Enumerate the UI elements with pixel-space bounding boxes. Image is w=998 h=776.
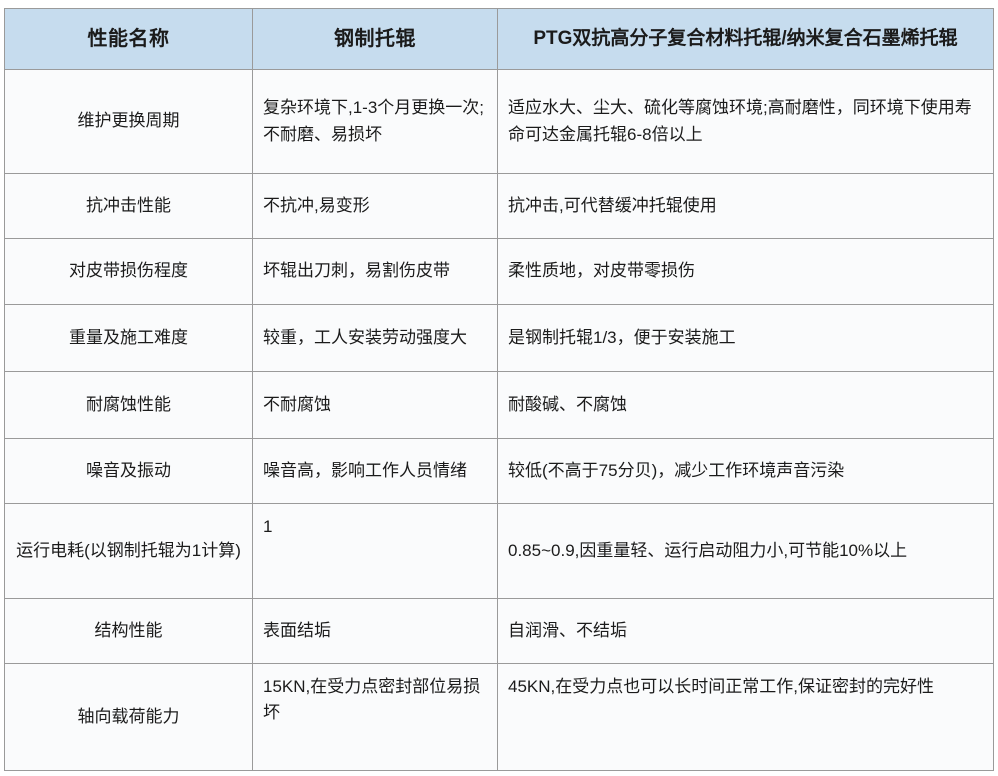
row-label-structural-performance: 结构性能: [4, 598, 253, 664]
cell-steel-structural-performance: 表面结垢: [252, 598, 498, 664]
cell-steel-weight-installation: 较重，工人安装劳动强度大: [252, 304, 498, 372]
table-row: 抗冲击性能 不抗冲,易变形 抗冲击,可代替缓冲托辊使用: [4, 173, 994, 239]
cell-ptg-structural-performance: 自润滑、不结垢: [497, 598, 994, 664]
row-label-maintenance-cycle: 维护更换周期: [4, 69, 253, 174]
cell-ptg-power-consumption: 0.85~0.9,因重量轻、运行启动阻力小,可节能10%以上: [497, 503, 994, 599]
cell-steel-power-consumption: 1: [252, 503, 498, 599]
row-label-power-consumption: 运行电耗(以钢制托辊为1计算): [4, 503, 253, 599]
table-header: 性能名称 钢制托辊 PTG双抗高分子复合材料托辊/纳米复合石墨烯托辊: [4, 8, 994, 70]
cell-steel-impact-resistance: 不抗冲,易变形: [252, 173, 498, 239]
table-header-row: 性能名称 钢制托辊 PTG双抗高分子复合材料托辊/纳米复合石墨烯托辊: [4, 8, 994, 70]
cell-steel-belt-damage: 坏辊出刀刺，易割伤皮带: [252, 238, 498, 305]
cell-ptg-belt-damage: 柔性质地，对皮带零损伤: [497, 238, 994, 305]
table-row: 运行电耗(以钢制托辊为1计算) 1 0.85~0.9,因重量轻、运行启动阻力小,…: [4, 503, 994, 599]
table-row: 对皮带损伤程度 坏辊出刀刺，易割伤皮带 柔性质地，对皮带零损伤: [4, 238, 994, 305]
row-label-noise-vibration: 噪音及振动: [4, 438, 253, 504]
row-label-belt-damage: 对皮带损伤程度: [4, 238, 253, 305]
cell-ptg-maintenance-cycle: 适应水大、尘大、硫化等腐蚀环境;高耐磨性，同环境下使用寿命可达金属托辊6-8倍以…: [497, 69, 994, 174]
column-header-property-name: 性能名称: [4, 8, 253, 70]
column-header-steel-roller: 钢制托辊: [252, 8, 498, 70]
table-row: 结构性能 表面结垢 自润滑、不结垢: [4, 598, 994, 664]
table-row: 噪音及振动 噪音高，影响工作人员情绪 较低(不高于75分贝)，减少工作环境声音污…: [4, 438, 994, 504]
row-label-axial-load-capacity: 轴向载荷能力: [4, 663, 253, 771]
cell-steel-axial-load-capacity: 15KN,在受力点密封部位易损坏: [252, 663, 498, 771]
cell-ptg-noise-vibration: 较低(不高于75分贝)，减少工作环境声音污染: [497, 438, 994, 504]
cell-steel-maintenance-cycle: 复杂环境下,1-3个月更换一次;不耐磨、易损坏: [252, 69, 498, 174]
row-label-weight-installation: 重量及施工难度: [4, 304, 253, 372]
table-row: 重量及施工难度 较重，工人安装劳动强度大 是钢制托辊1/3，便于安装施工: [4, 304, 994, 372]
column-header-ptg-roller: PTG双抗高分子复合材料托辊/纳米复合石墨烯托辊: [497, 8, 994, 70]
cell-ptg-impact-resistance: 抗冲击,可代替缓冲托辊使用: [497, 173, 994, 239]
row-label-corrosion-resistance: 耐腐蚀性能: [4, 371, 253, 439]
table-row: 维护更换周期 复杂环境下,1-3个月更换一次;不耐磨、易损坏 适应水大、尘大、硫…: [4, 69, 994, 174]
cell-steel-noise-vibration: 噪音高，影响工作人员情绪: [252, 438, 498, 504]
cell-ptg-axial-load-capacity: 45KN,在受力点也可以长时间正常工作,保证密封的完好性: [497, 663, 994, 771]
table-body: 维护更换周期 复杂环境下,1-3个月更换一次;不耐磨、易损坏 适应水大、尘大、硫…: [4, 69, 994, 771]
table-row: 轴向载荷能力 15KN,在受力点密封部位易损坏 45KN,在受力点也可以长时间正…: [4, 663, 994, 771]
cell-steel-corrosion-resistance: 不耐腐蚀: [252, 371, 498, 439]
comparison-table-container: 性能名称 钢制托辊 PTG双抗高分子复合材料托辊/纳米复合石墨烯托辊 维护更换周…: [4, 8, 994, 771]
row-label-impact-resistance: 抗冲击性能: [4, 173, 253, 239]
product-comparison-table: 性能名称 钢制托辊 PTG双抗高分子复合材料托辊/纳米复合石墨烯托辊 维护更换周…: [4, 8, 994, 771]
cell-ptg-corrosion-resistance: 耐酸碱、不腐蚀: [497, 371, 994, 439]
table-row: 耐腐蚀性能 不耐腐蚀 耐酸碱、不腐蚀: [4, 371, 994, 439]
cell-ptg-weight-installation: 是钢制托辊1/3，便于安装施工: [497, 304, 994, 372]
